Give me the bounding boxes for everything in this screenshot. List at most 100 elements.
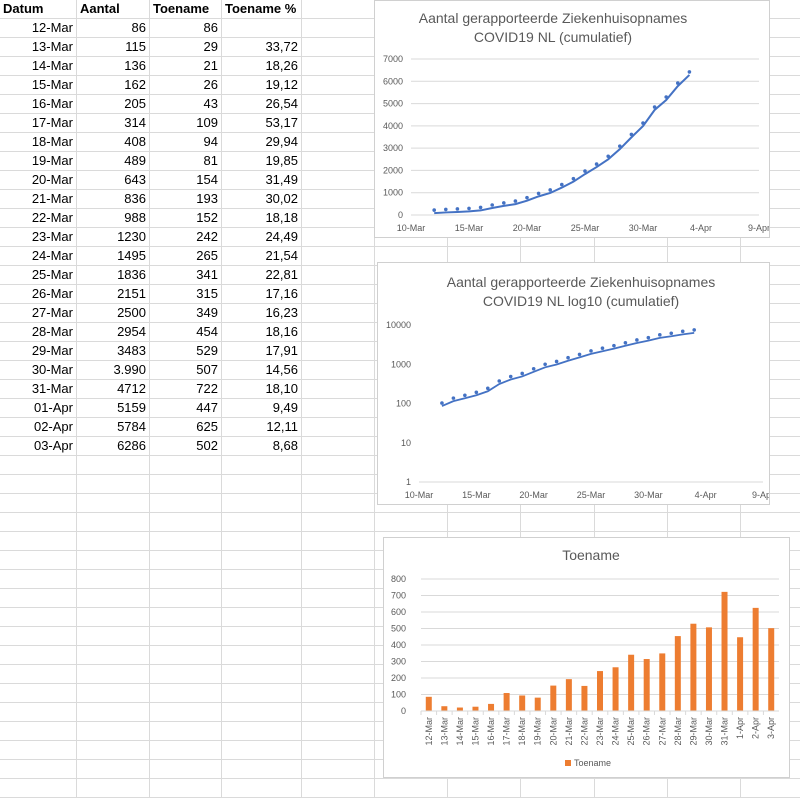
empty-cell[interactable] [222,684,302,703]
empty-cell[interactable] [0,779,77,798]
cell-toename[interactable]: 26 [150,76,222,95]
cell-toename[interactable]: 193 [150,190,222,209]
cell-aantal[interactable]: 408 [77,133,150,152]
empty-cell[interactable] [222,665,302,684]
empty-cell[interactable] [77,589,150,608]
empty-cell[interactable] [222,456,302,475]
empty-cell[interactable] [741,171,800,190]
cell-datum[interactable]: 22-Mar [0,209,77,228]
cell-toename[interactable]: 315 [150,285,222,304]
cell-toename[interactable]: 109 [150,114,222,133]
cell-toename-pct[interactable]: 8,68 [222,437,302,456]
cell-toename[interactable]: 447 [150,399,222,418]
empty-cell[interactable] [77,741,150,760]
cell-toename-pct[interactable]: 30,02 [222,190,302,209]
cell-aantal[interactable]: 205 [77,95,150,114]
empty-cell[interactable] [741,133,800,152]
empty-cell[interactable] [0,627,77,646]
cell-datum[interactable]: 20-Mar [0,171,77,190]
empty-cell[interactable] [302,703,375,722]
empty-cell[interactable] [0,456,77,475]
empty-cell[interactable] [150,513,222,532]
empty-cell[interactable] [77,684,150,703]
cell-datum[interactable]: 24-Mar [0,247,77,266]
empty-cell[interactable] [302,95,375,114]
empty-cell[interactable] [302,38,375,57]
empty-cell[interactable] [521,779,595,798]
empty-cell[interactable] [222,741,302,760]
cell-toename-pct[interactable]: 33,72 [222,38,302,57]
empty-cell[interactable] [302,266,375,285]
cell-aantal[interactable]: 4712 [77,380,150,399]
empty-cell[interactable] [150,475,222,494]
column-header-aantal[interactable]: Aantal [77,0,150,19]
cell-datum[interactable]: 01-Apr [0,399,77,418]
empty-cell[interactable] [302,456,375,475]
cell-aantal[interactable]: 643 [77,171,150,190]
empty-cell[interactable] [0,722,77,741]
cell-toename[interactable]: 529 [150,342,222,361]
empty-cell[interactable] [222,494,302,513]
empty-cell[interactable] [222,570,302,589]
cell-toename[interactable]: 94 [150,133,222,152]
cell-aantal[interactable]: 2151 [77,285,150,304]
cell-datum[interactable]: 27-Mar [0,304,77,323]
cell-datum[interactable]: 29-Mar [0,342,77,361]
empty-cell[interactable] [302,627,375,646]
cell-datum[interactable]: 28-Mar [0,323,77,342]
empty-cell[interactable] [150,779,222,798]
empty-cell[interactable] [741,247,800,266]
cell-datum[interactable]: 17-Mar [0,114,77,133]
empty-cell[interactable] [0,608,77,627]
empty-cell[interactable] [668,513,741,532]
cell-datum[interactable]: 23-Mar [0,228,77,247]
empty-cell[interactable] [741,209,800,228]
empty-cell[interactable] [302,0,375,19]
empty-cell[interactable] [77,703,150,722]
empty-cell[interactable] [302,741,375,760]
empty-cell[interactable] [741,190,800,209]
cell-aantal[interactable]: 3483 [77,342,150,361]
empty-cell[interactable] [77,722,150,741]
cell-aantal[interactable]: 2954 [77,323,150,342]
cell-datum[interactable]: 31-Mar [0,380,77,399]
empty-cell[interactable] [302,475,375,494]
cell-datum[interactable]: 25-Mar [0,266,77,285]
cell-aantal[interactable]: 86 [77,19,150,38]
empty-cell[interactable] [77,513,150,532]
empty-cell[interactable] [302,570,375,589]
empty-cell[interactable] [302,285,375,304]
empty-cell[interactable] [302,152,375,171]
empty-cell[interactable] [302,760,375,779]
empty-cell[interactable] [302,551,375,570]
empty-cell[interactable] [741,760,800,779]
empty-cell[interactable] [741,779,800,798]
empty-cell[interactable] [302,399,375,418]
cell-toename-pct[interactable]: 12,11 [222,418,302,437]
empty-cell[interactable] [741,475,800,494]
cell-toename-pct[interactable]: 17,16 [222,285,302,304]
empty-cell[interactable] [302,608,375,627]
empty-cell[interactable] [448,513,521,532]
empty-cell[interactable] [302,304,375,323]
cell-datum[interactable]: 14-Mar [0,57,77,76]
cell-toename[interactable]: 43 [150,95,222,114]
cell-aantal[interactable]: 489 [77,152,150,171]
empty-cell[interactable] [302,57,375,76]
empty-cell[interactable] [302,532,375,551]
empty-cell[interactable] [222,608,302,627]
column-header-toename-pct[interactable]: Toename % [222,0,302,19]
cell-toename-pct[interactable]: 18,18 [222,209,302,228]
empty-cell[interactable] [302,19,375,38]
cell-toename-pct[interactable]: 22,81 [222,266,302,285]
empty-cell[interactable] [150,570,222,589]
empty-cell[interactable] [222,589,302,608]
cell-aantal[interactable]: 1836 [77,266,150,285]
empty-cell[interactable] [150,456,222,475]
cell-datum[interactable]: 16-Mar [0,95,77,114]
empty-cell[interactable] [150,589,222,608]
empty-cell[interactable] [741,437,800,456]
empty-cell[interactable] [302,437,375,456]
empty-cell[interactable] [375,779,448,798]
empty-cell[interactable] [0,532,77,551]
